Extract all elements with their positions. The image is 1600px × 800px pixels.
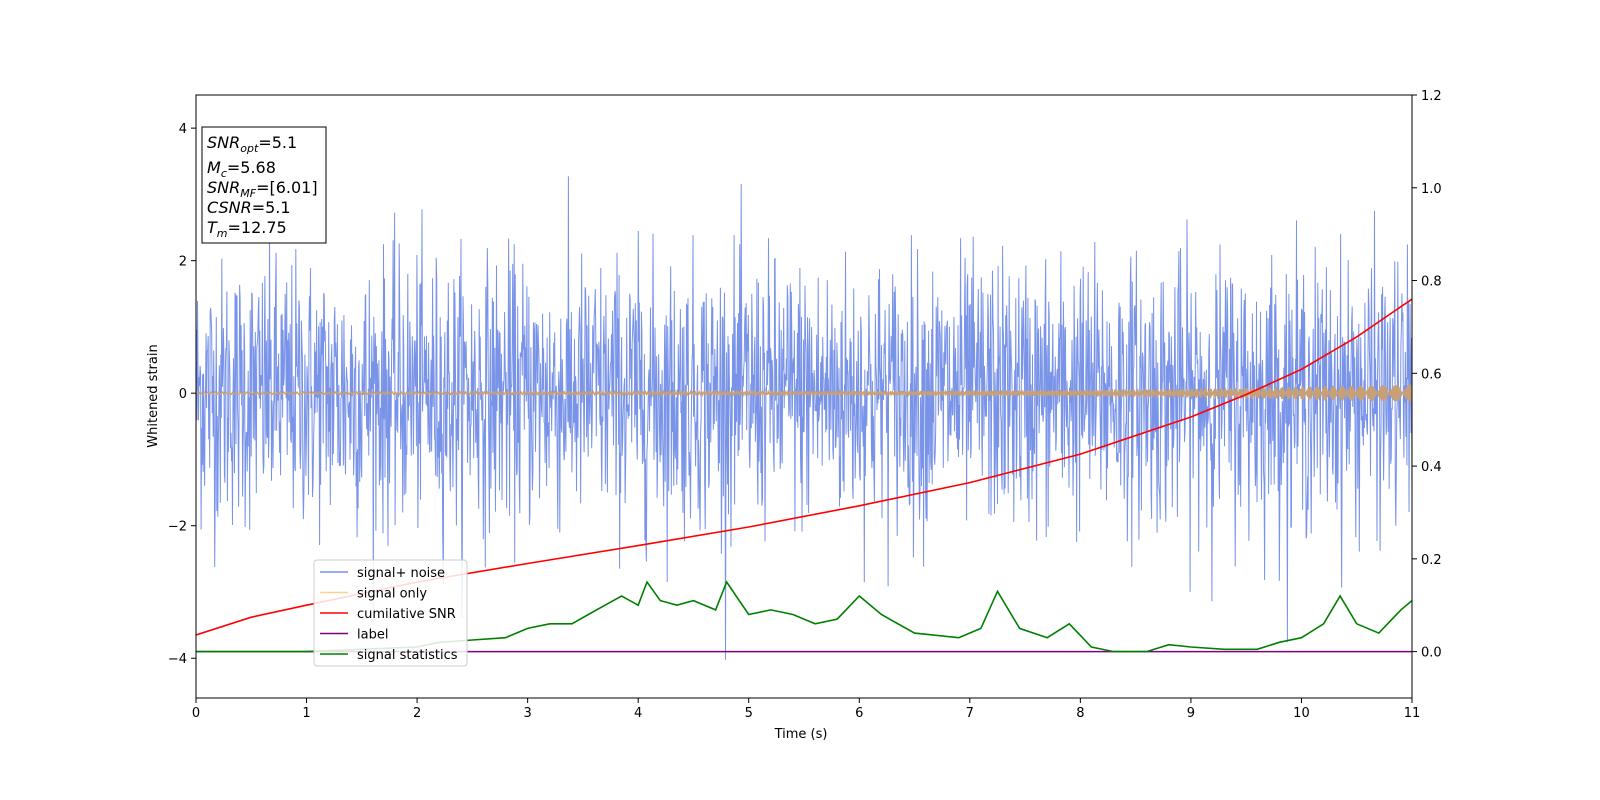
x-tick-label: 8: [1076, 706, 1084, 721]
y-right-tick-label: 1.0: [1421, 182, 1442, 197]
x-tick-label: 1: [302, 706, 310, 721]
y-right-tick-label: 0.8: [1421, 275, 1442, 290]
x-tick-label: 10: [1293, 706, 1310, 721]
info-snr-opt: SNRopt=5.1: [207, 133, 297, 155]
legend-label: signal statistics: [357, 648, 458, 663]
x-tick-label: 0: [192, 706, 200, 721]
series-signal-only-line: [196, 384, 1412, 402]
legend-label: signal+ noise: [357, 566, 445, 581]
x-axis-title: Time (s): [774, 727, 828, 742]
y-right-tick-label: 1.2: [1421, 89, 1442, 104]
series-signal-noise-line: [196, 176, 1412, 660]
series-signal-statistics-line: [196, 580, 1412, 653]
x-tick-label: 3: [523, 706, 531, 721]
x-tick-label: 2: [413, 706, 421, 721]
x-tick-label: 7: [966, 706, 974, 721]
info-mc: Mc=5.68: [207, 158, 276, 180]
y-left-tick-label: 2: [179, 255, 187, 270]
y-left-tick-label: −4: [168, 652, 187, 667]
x-tick-label: 9: [1187, 706, 1195, 721]
x-tick-label: 11: [1404, 706, 1421, 721]
x-tick-label: 4: [634, 706, 642, 721]
info-csnr: CSNR=5.1: [207, 198, 291, 217]
y-right-tick-label: 0.4: [1421, 460, 1442, 475]
y-right-tick-label: 0.2: [1421, 553, 1442, 568]
plot-frame: [195, 94, 1413, 699]
x-tick-label: 6: [855, 706, 863, 721]
y-right-tick-label: 0.0: [1421, 646, 1442, 661]
y-right-tick-label: 0.6: [1421, 367, 1442, 382]
y-left-tick-label: 4: [179, 122, 187, 137]
info-snr-mf: SNRMF=[6.01]: [207, 178, 318, 200]
x-tick-label: 5: [745, 706, 753, 721]
info-tm: Tm=12.75: [207, 218, 287, 240]
legend-label: signal only: [357, 587, 427, 602]
info-box: SNRopt=5.1 Mc=5.68 SNRMF=[6.01] CSNR=5.1…: [201, 126, 327, 244]
legend-label: cumilative SNR: [357, 607, 456, 622]
y-axis-title: Whitened strain: [146, 344, 161, 447]
legend: signal+ noise signal only cumilative SNR la…: [313, 559, 468, 667]
y-left-tick-label: −2: [168, 520, 187, 535]
y-left-tick-label: 0: [179, 387, 187, 402]
legend-label: label: [357, 628, 388, 643]
